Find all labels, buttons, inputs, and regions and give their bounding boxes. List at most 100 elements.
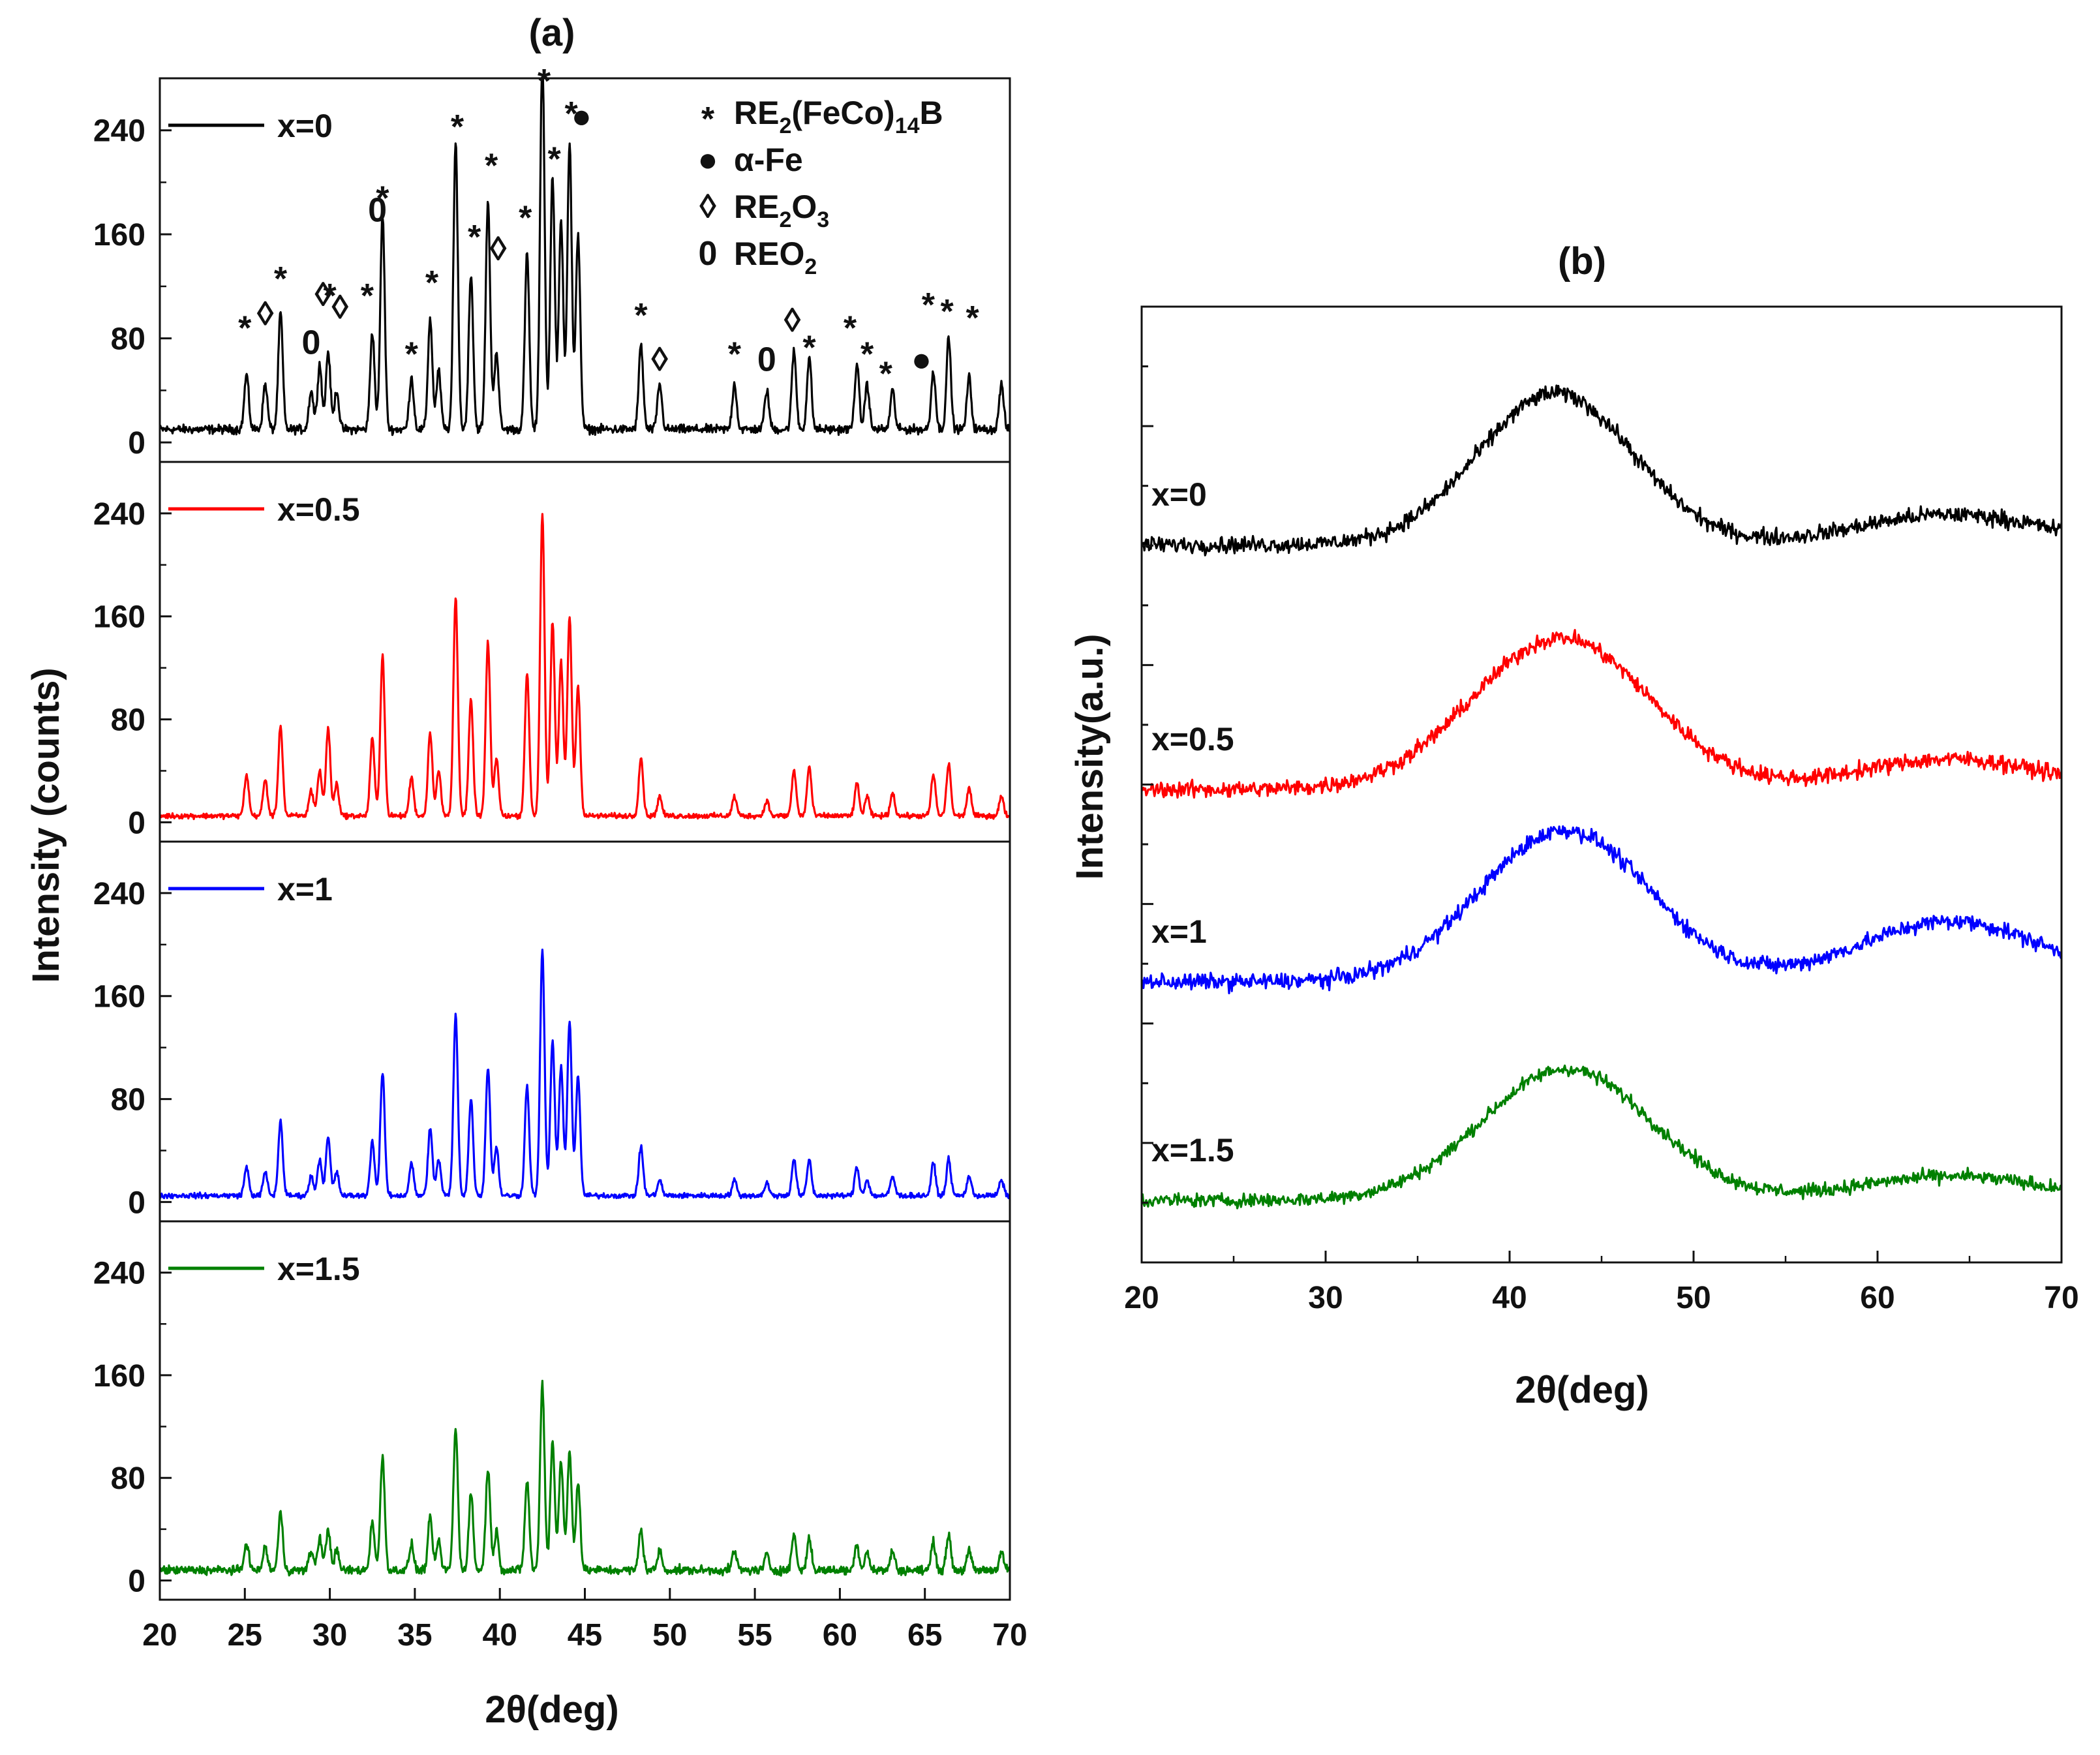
- phase-legend-symbol: 0: [699, 235, 718, 273]
- peak-marker: *: [451, 108, 464, 146]
- peak-marker: 0: [301, 324, 320, 362]
- peak-marker: *: [323, 277, 337, 315]
- peak-marker: *: [538, 63, 551, 100]
- peak-marker: ●: [911, 341, 932, 378]
- x-tick-label: 20: [142, 1618, 177, 1653]
- y-tick-label: 80: [111, 322, 145, 357]
- peak-marker: *: [844, 310, 857, 348]
- series-line-x=0.5: [1140, 629, 2063, 799]
- x-tick-label: 25: [228, 1618, 262, 1653]
- peak-marker: 0: [757, 341, 776, 378]
- x-tick-label: 30: [312, 1618, 347, 1653]
- peak-marker: ◊: [331, 289, 348, 327]
- panel-b-y-axis-label: Intensity(a.u.): [1069, 633, 1111, 879]
- legend-label-x=1: x=1: [277, 871, 333, 908]
- phase-legend-symbol: ●: [697, 141, 718, 179]
- y-tick-label: 240: [93, 1257, 145, 1291]
- peak-marker: *: [519, 199, 532, 237]
- panel-a-title: (a): [529, 12, 575, 54]
- x-tick-label: 55: [737, 1618, 772, 1653]
- x-tick-label: 35: [397, 1618, 432, 1653]
- peak-marker: *: [940, 293, 954, 331]
- legend-label-x=0.5: x=0.5: [277, 491, 360, 528]
- y-tick-label: 0: [128, 1185, 145, 1220]
- y-tick-label: 80: [111, 703, 145, 738]
- x-tick-label: 45: [568, 1618, 602, 1653]
- peak-marker: *: [468, 219, 481, 256]
- peak-marker: ◊: [784, 302, 801, 340]
- x-tick-label: 70: [992, 1618, 1027, 1653]
- series-line-x=0: [1140, 384, 2063, 557]
- series-line-x=0.5: [159, 513, 1011, 821]
- peak-marker: *: [966, 299, 980, 337]
- series-label-x=0: x=0: [1151, 476, 1207, 513]
- panel-b: x=0 x=0.5 x=1 x=1.5 20 30 40 50 60 70: [1124, 305, 2079, 1315]
- y-tick-label: 160: [93, 980, 145, 1015]
- x-tick-label: 60: [1860, 1281, 1895, 1315]
- peak-marker: *: [274, 260, 288, 298]
- series-line-x=0: [159, 77, 1011, 436]
- series-label-x=0.5: x=0.5: [1151, 721, 1234, 757]
- phase-legend-symbol: *: [701, 100, 715, 138]
- panel-a-x-axis-label: 2θ(deg): [485, 1688, 618, 1731]
- x-tick-label: 50: [652, 1618, 687, 1653]
- peak-marker: 0: [368, 191, 387, 229]
- y-tick-label: 240: [93, 497, 145, 532]
- y-tick-label: 80: [111, 1461, 145, 1496]
- panel-b-title: (b): [1558, 240, 1606, 282]
- x-tick-label: 40: [1492, 1281, 1527, 1315]
- peak-marker: *: [922, 286, 936, 324]
- legend-label-x=1.5: x=1.5: [277, 1251, 360, 1287]
- peak-marker: *: [802, 329, 816, 367]
- peak-marker: *: [565, 95, 579, 133]
- x-tick-label: 40: [483, 1618, 517, 1653]
- y-tick-label: 240: [93, 114, 145, 149]
- x-tick-label: 70: [2044, 1281, 2078, 1315]
- peak-marker: *: [860, 336, 874, 374]
- x-tick-label: 60: [823, 1618, 857, 1653]
- x-tick-label: 30: [1308, 1281, 1343, 1315]
- peak-marker: ◊: [490, 230, 507, 268]
- legend-label-x=0: x=0: [277, 108, 333, 144]
- x-tick-label: 50: [1676, 1281, 1711, 1315]
- peak-marker: *: [634, 297, 648, 335]
- peak-marker: ◊: [257, 296, 274, 333]
- peak-marker: *: [879, 355, 893, 393]
- y-tick-label: 160: [93, 218, 145, 252]
- y-tick-label: 0: [128, 806, 145, 840]
- series-line-x=1.5: [159, 1379, 1011, 1577]
- peak-marker: ◊: [314, 276, 331, 314]
- peak-marker: *: [405, 336, 419, 374]
- series-label-x=1.5: x=1.5: [1151, 1132, 1234, 1168]
- x-tick-label: 65: [907, 1618, 942, 1653]
- series-line-x=1: [1141, 825, 2063, 994]
- phase-legend-label: RE2(FeCo)14B: [734, 95, 943, 138]
- peak-marker: *: [547, 141, 561, 179]
- y-tick-label: 0: [128, 426, 145, 461]
- peak-marker: *: [376, 179, 389, 217]
- panel-a-y-axis-label: Intensity (counts): [25, 667, 67, 983]
- phase-legend-label: RE2O3: [734, 189, 829, 232]
- peak-marker: ◊: [651, 341, 668, 378]
- phase-legend-label: α-Fe: [734, 142, 803, 178]
- phase-legend-label: REO2: [734, 236, 817, 279]
- y-tick-label: 160: [93, 600, 145, 635]
- peak-marker: *: [728, 336, 742, 374]
- phase-legend-symbol: ◊: [699, 188, 716, 226]
- x-tick-label: 20: [1124, 1281, 1159, 1315]
- y-tick-label: 160: [93, 1359, 145, 1394]
- panel-a: 0 80 160 240 x=0 0 80 160 240 x=0.5 0 80 160 240 x=1 0 8…: [93, 63, 1027, 1653]
- peak-marker: *: [425, 264, 439, 302]
- y-tick-label: 0: [128, 1564, 145, 1599]
- series-line-x=1.5: [1140, 1064, 2063, 1210]
- peak-marker: ●: [571, 98, 592, 136]
- y-tick-label: 80: [111, 1083, 145, 1118]
- panel-b-x-axis-label: 2θ(deg): [1515, 1369, 1649, 1411]
- peak-marker: *: [361, 277, 374, 315]
- peak-marker: *: [238, 310, 252, 348]
- series-line-x=1: [159, 949, 1011, 1200]
- peak-marker: *: [485, 147, 498, 185]
- series-label-x=1: x=1: [1151, 913, 1207, 950]
